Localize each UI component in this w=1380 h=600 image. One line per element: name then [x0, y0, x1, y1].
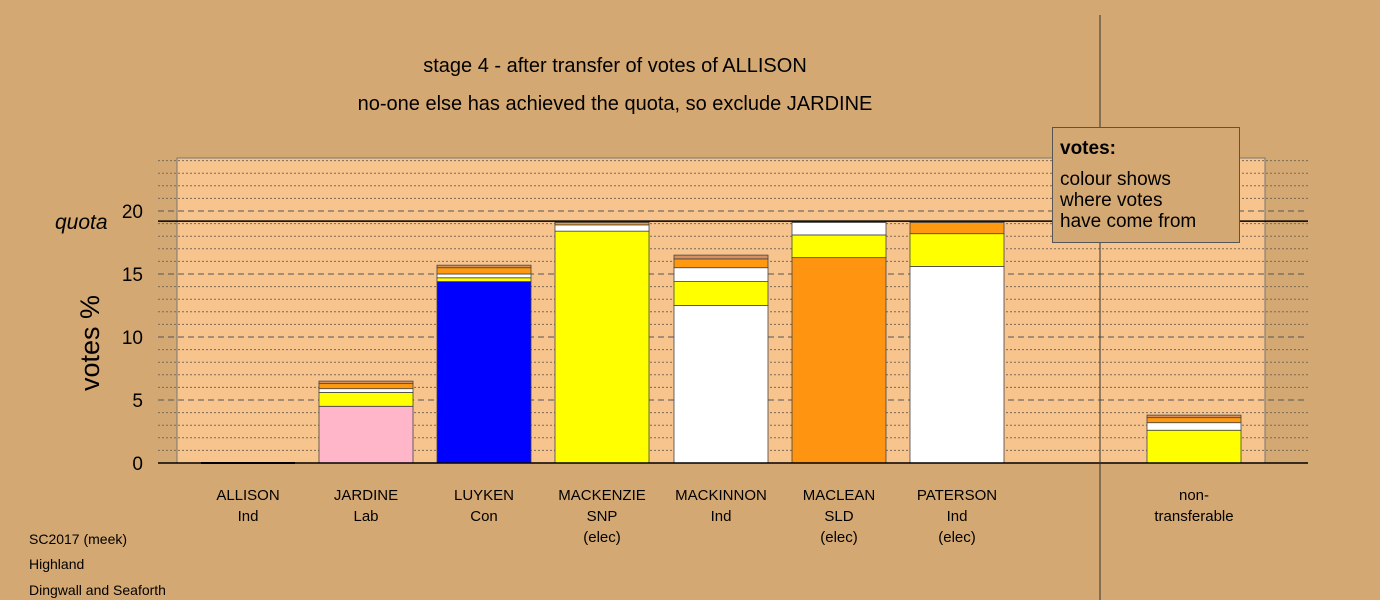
bar-segment — [436, 264, 532, 269]
bar-segment — [318, 383, 414, 390]
candidate-name: JARDINE — [334, 487, 398, 504]
candidate-status: (elec) — [938, 529, 976, 546]
chart-subtitle: no-one else has achieved the quota, so e… — [357, 93, 873, 115]
candidate-party: SLD — [824, 508, 853, 525]
bar-segment — [673, 258, 769, 269]
y-tick-label: 20 — [122, 202, 143, 223]
candidate-party: Ind — [711, 508, 732, 525]
candidate-party: transferable — [1154, 508, 1233, 525]
bar-segment — [318, 392, 414, 407]
chart-title: stage 4 - after transfer of votes of ALL… — [423, 55, 807, 77]
bar-segment — [673, 254, 769, 260]
candidate-name: ALLISON — [216, 487, 279, 504]
candidate-party: Lab — [353, 508, 378, 525]
bar-segment — [673, 305, 769, 464]
candidate-name: MACKINNON — [675, 487, 767, 504]
y-axis-label: votes % — [75, 295, 105, 391]
bar-segment — [318, 380, 414, 385]
candidate-name: PATERSON — [917, 487, 997, 504]
candidate-status: (elec) — [820, 529, 858, 546]
bar-segment — [1146, 417, 1242, 424]
y-tick-label: 10 — [122, 328, 143, 349]
candidate-status: (elec) — [583, 529, 621, 546]
bar-segment — [673, 267, 769, 282]
y-tick-label: 0 — [132, 454, 143, 475]
bar-segment — [318, 405, 414, 464]
candidate-party: Ind — [238, 508, 259, 525]
candidate-party: Ind — [947, 508, 968, 525]
candidate-name: MACLEAN — [803, 487, 876, 504]
legend: votes: colour shows where votes have com… — [1052, 127, 1240, 243]
footer-election: SC2017 (meek) — [29, 531, 128, 547]
bar-segment — [436, 281, 532, 464]
bar-segment — [673, 281, 769, 306]
footer-council: Highland — [29, 556, 85, 572]
bar-segment — [1146, 429, 1242, 464]
bar-segment — [436, 267, 532, 275]
legend-title: votes: — [1060, 138, 1116, 159]
candidate-name: MACKENZIE — [558, 487, 646, 504]
bar-segment — [1146, 422, 1242, 431]
bar-segment — [554, 230, 650, 464]
quota-label: quota — [55, 211, 108, 234]
bar-segment — [554, 224, 650, 232]
candidate-party: SNP — [587, 508, 618, 525]
candidate-name: LUYKEN — [454, 487, 514, 504]
bar-segment — [791, 221, 887, 236]
legend-text: colour shows where votes have come from — [1060, 169, 1197, 232]
candidate-name: non- — [1179, 487, 1209, 504]
y-tick-label: 5 — [132, 391, 143, 412]
bar-segment — [909, 233, 1005, 267]
bar-segment — [909, 221, 1005, 235]
footer-ward: Dingwall and Seaforth — [29, 582, 166, 598]
bar-segment — [318, 388, 414, 393]
candidate-party: Con — [470, 508, 498, 525]
bar-segment — [436, 277, 532, 282]
bar-segment — [791, 234, 887, 259]
bar-segment — [436, 273, 532, 279]
bar-segment — [791, 257, 887, 464]
y-tick-label: 15 — [122, 265, 143, 286]
bar-segment — [1146, 414, 1242, 419]
bar-segment — [909, 266, 1005, 464]
